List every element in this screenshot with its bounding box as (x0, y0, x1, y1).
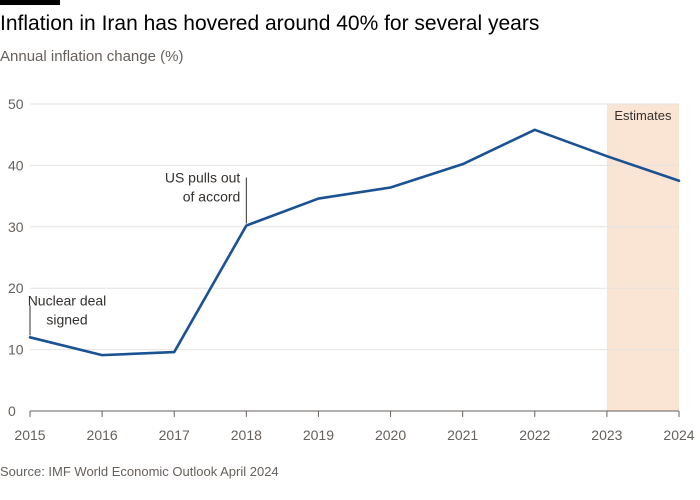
gridlines (30, 103, 679, 351)
y-tick-label: 50 (8, 96, 24, 112)
y-axis-ticks: 0 10 20 30 40 50 (8, 96, 24, 419)
series-line (28, 128, 681, 357)
annotation-nuclear-deal: Nuclear deal (28, 292, 107, 308)
x-tick-label: 2016 (87, 427, 118, 443)
chart-subtitle: Annual inflation change (%) (0, 48, 184, 65)
x-tick-label: 2018 (231, 427, 262, 443)
x-tick-label: 2017 (159, 427, 190, 443)
estimate-band-layer: Estimates (606, 104, 679, 411)
annotations: Nuclear deal signed US pulls out of accord (28, 170, 247, 336)
x-tick-label: 2015 (14, 427, 45, 443)
annotation-us-pulls-out: US pulls out (165, 170, 241, 186)
brand-bar (0, 0, 60, 5)
chart-title: Inflation in Iran has hovered around 40%… (0, 12, 540, 35)
source-note: Source: IMF World Economic Outlook April… (0, 464, 279, 479)
annotation-us-pulls-out: of accord (183, 189, 241, 205)
x-tick-label: 2021 (447, 427, 478, 443)
estimate-band-label: Estimates (614, 108, 672, 123)
y-tick-label: 10 (8, 342, 24, 358)
annotation-nuclear-deal: signed (46, 311, 87, 327)
series-layer (28, 128, 681, 357)
estimate-band (606, 104, 679, 411)
x-tick-label: 2022 (519, 427, 550, 443)
y-tick-label: 40 (8, 157, 24, 173)
x-tick-label: 2024 (663, 427, 694, 443)
x-tick-label: 2020 (375, 427, 406, 443)
x-axis-ticks: 2015 2016 2017 2018 2019 2020 2021 2022 2023 2024 (14, 411, 695, 443)
y-tick-label: 0 (8, 403, 16, 419)
x-tick-label: 2023 (591, 427, 622, 443)
x-tick-label: 2019 (303, 427, 334, 443)
y-tick-label: 30 (8, 219, 24, 235)
y-tick-label: 20 (8, 280, 24, 296)
